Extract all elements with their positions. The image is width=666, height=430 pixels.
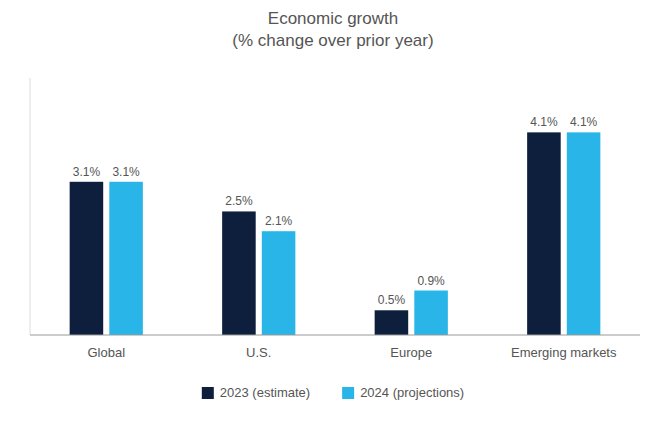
data-label: 0.5% <box>378 293 406 307</box>
bar <box>567 132 601 335</box>
bar <box>375 310 409 335</box>
data-labels: 3.1% 2.5% 0.5% 4.1% 3.1% 2.1% 0.9% 4.1% <box>73 115 598 307</box>
data-label: 4.1% <box>530 115 558 129</box>
chart-container: Economic growth(% change over prior year… <box>0 0 666 430</box>
x-axis-line <box>30 335 640 336</box>
data-label: 3.1% <box>112 165 140 179</box>
data-label: 2.1% <box>265 214 293 228</box>
legend-swatch <box>342 387 354 399</box>
data-label: 2.5% <box>225 194 253 208</box>
bar <box>527 132 561 335</box>
bar <box>262 231 296 335</box>
x-tick-label: Europe <box>390 345 432 360</box>
chart: Economic growth(% change over prior year… <box>0 0 666 430</box>
x-tick-label: U.S. <box>246 345 271 360</box>
legend: 2023 (estimate) 2024 (projections) <box>202 385 464 400</box>
background <box>0 0 666 430</box>
bar <box>109 182 143 335</box>
x-tick-label: Global <box>87 345 125 360</box>
bar <box>70 182 104 335</box>
data-label: 4.1% <box>570 115 598 129</box>
title: Economic growth(% change over prior year… <box>232 9 433 50</box>
x-tick-label: Emerging markets <box>511 345 617 360</box>
legend-label: 2024 (projections) <box>360 385 464 400</box>
bars <box>70 132 601 335</box>
y-axis-line <box>30 78 31 335</box>
legend-swatch <box>202 387 214 399</box>
data-label: 0.9% <box>417 274 445 288</box>
bar <box>222 211 256 335</box>
data-label: 3.1% <box>73 165 101 179</box>
bar <box>414 291 448 335</box>
legend-label: 2023 (estimate) <box>220 385 310 400</box>
